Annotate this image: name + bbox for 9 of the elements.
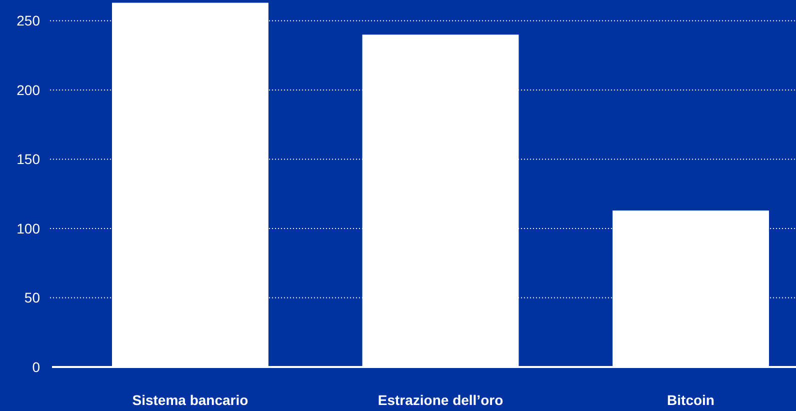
y-tick-label: 200 xyxy=(16,82,40,98)
y-tick-label: 0 xyxy=(32,358,40,375)
y-tick-label: 50 xyxy=(24,290,40,306)
x-tick-label: Estrazione dell’oro xyxy=(378,392,504,408)
y-tick-label: 100 xyxy=(16,220,40,236)
y-tick-label: 250 xyxy=(16,12,40,29)
y-tick-label: 150 xyxy=(16,151,40,168)
x-tick-label: Sistema bancario xyxy=(132,392,248,408)
x-tick-label: Bitcoin xyxy=(667,392,715,408)
